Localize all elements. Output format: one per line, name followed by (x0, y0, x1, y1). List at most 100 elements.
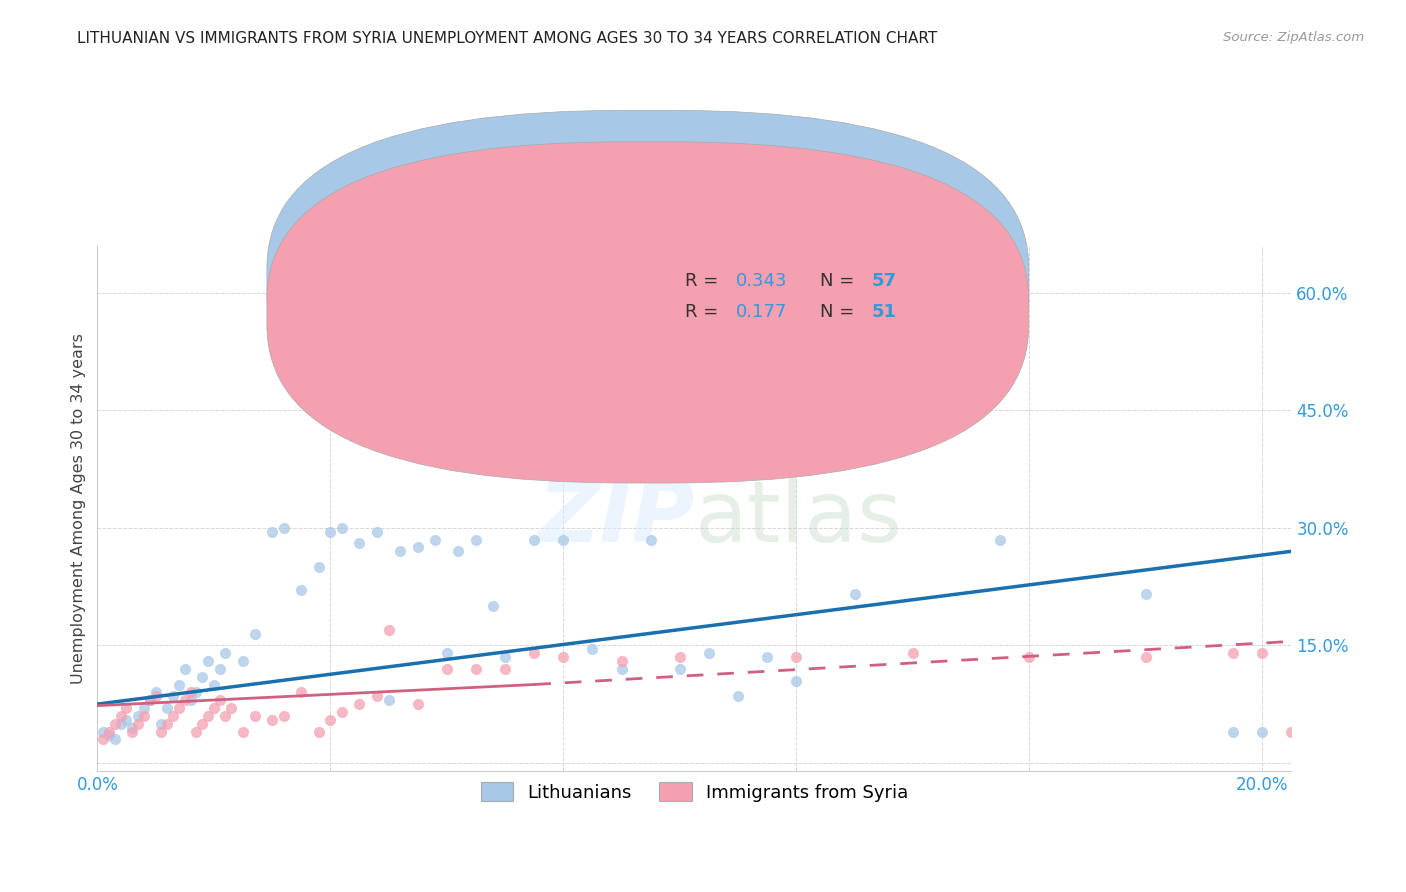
Point (697, 646, 720, 660)
Point (273, 709, 295, 723)
Point (191, 716, 214, 731)
Point (447, 544, 470, 558)
Point (465, 533, 488, 547)
Point (366, 690, 388, 704)
Point (156, 701, 179, 715)
Point (1309, 705, 1331, 719)
Point (262, 713, 284, 727)
Point (150, 716, 173, 731)
Point (191, 670, 214, 684)
Point (1135, 650, 1157, 665)
Point (425, 533, 447, 547)
Point (173, 693, 195, 707)
Point (640, 533, 662, 547)
Point (197, 654, 219, 668)
Point (145, 685, 167, 699)
Point (1222, 724, 1244, 739)
FancyBboxPatch shape (599, 253, 1005, 340)
Text: 57: 57 (872, 272, 896, 290)
Point (465, 662, 488, 676)
Point (494, 662, 516, 676)
Point (727, 690, 749, 704)
Point (243, 709, 266, 723)
Text: 0.343: 0.343 (737, 272, 787, 290)
Point (349, 536, 371, 550)
Point (110, 709, 132, 723)
Point (243, 626, 266, 640)
Point (145, 690, 167, 704)
Point (186, 724, 208, 739)
Point (202, 701, 225, 715)
Point (901, 646, 924, 660)
Point (180, 685, 202, 699)
Text: R =: R = (685, 272, 724, 290)
Point (389, 544, 412, 558)
Point (173, 662, 195, 676)
Point (988, 533, 1011, 547)
Point (208, 662, 231, 676)
Point (785, 673, 807, 688)
Point (273, 521, 295, 535)
Point (669, 650, 692, 665)
Point (214, 646, 236, 660)
Point (319, 524, 342, 539)
Text: N =: N = (820, 303, 860, 321)
Point (139, 693, 162, 707)
Point (91, 732, 114, 747)
Point (91, 724, 114, 739)
Point (308, 560, 330, 574)
Point (319, 713, 342, 727)
Point (180, 693, 202, 707)
Point (208, 693, 231, 707)
Point (115, 701, 138, 715)
Point (330, 705, 353, 719)
Point (553, 650, 575, 665)
Point (127, 716, 149, 731)
Point (349, 697, 371, 711)
Point (330, 521, 353, 535)
FancyBboxPatch shape (267, 142, 1029, 483)
Point (610, 662, 633, 676)
Point (1251, 646, 1274, 660)
Point (290, 685, 312, 699)
Point (132, 701, 155, 715)
Point (669, 662, 692, 676)
Point (98, 728, 121, 742)
Point (186, 685, 208, 699)
Point (290, 583, 312, 598)
Point (1222, 646, 1244, 660)
Point (150, 724, 173, 739)
Point (1281, 724, 1303, 739)
Point (167, 701, 190, 715)
Point (98, 724, 121, 739)
Point (214, 709, 236, 723)
FancyBboxPatch shape (267, 111, 1029, 451)
Text: Source: ZipAtlas.com: Source: ZipAtlas.com (1223, 31, 1364, 45)
Point (132, 709, 155, 723)
Point (162, 690, 184, 704)
Point (377, 623, 399, 637)
Point (482, 599, 505, 614)
Point (610, 654, 633, 668)
Point (1251, 724, 1274, 739)
Text: atlas: atlas (695, 477, 903, 560)
Text: R =: R = (685, 303, 730, 321)
Point (156, 716, 179, 731)
Point (1135, 587, 1157, 601)
Y-axis label: Unemployment Among Ages 30 to 34 years: Unemployment Among Ages 30 to 34 years (72, 333, 86, 683)
Point (1339, 697, 1361, 711)
Point (121, 724, 143, 739)
Point (756, 650, 779, 665)
Point (127, 709, 149, 723)
Point (115, 713, 138, 727)
Point (104, 732, 127, 747)
Point (232, 654, 254, 668)
Point (262, 524, 284, 539)
Point (436, 646, 458, 660)
Point (1018, 650, 1040, 665)
Point (377, 693, 399, 707)
Point (139, 693, 162, 707)
Point (221, 701, 243, 715)
Text: ZIP: ZIP (537, 477, 695, 560)
Legend: Lithuanians, Immigrants from Syria: Lithuanians, Immigrants from Syria (474, 775, 915, 809)
